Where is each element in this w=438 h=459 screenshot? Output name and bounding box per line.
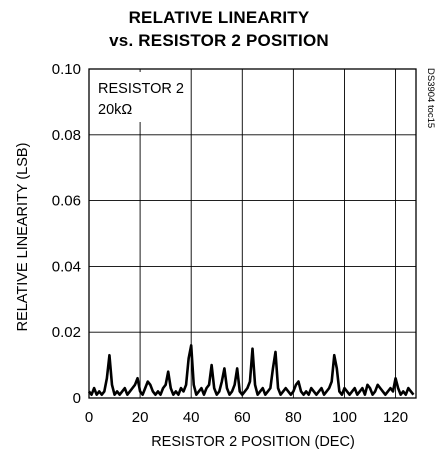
y-tick-label: 0.04: [52, 258, 81, 275]
document-code: DS3904 toc15: [425, 68, 436, 128]
grid-lines: [89, 69, 416, 398]
x-axis-label: RESISTOR 2 POSITION (DEC): [151, 434, 355, 450]
annotation-value: 20kΩ: [98, 102, 132, 118]
plot-frame: [88, 68, 417, 399]
y-tick-labels: 0 0.02 0.04 0.06 0.08 0.10: [52, 61, 81, 407]
y-tick-label: 0.10: [52, 61, 81, 78]
x-tick-label: 0: [85, 409, 93, 426]
y-tick-label: 0.02: [52, 324, 81, 341]
series-line: [87, 344, 415, 397]
x-tick-label: 40: [183, 409, 200, 426]
chart-title-line1: RELATIVE LINEARITY: [128, 8, 310, 27]
y-axis-label: RELATIVE LINEARITY (LSB): [15, 143, 31, 332]
x-tick-labels: 0 20 40 60 80 100 120: [85, 409, 408, 426]
x-tick-label: 20: [132, 409, 149, 426]
annotation-resistor: RESISTOR 2: [98, 81, 184, 97]
x-tick-label: 100: [332, 409, 357, 426]
y-tick-label: 0.08: [52, 127, 81, 144]
x-tick-label: 120: [383, 409, 408, 426]
x-tick-label: 80: [285, 409, 302, 426]
y-tick-label: 0: [73, 390, 81, 407]
y-tick-label: 0.06: [52, 193, 81, 210]
annotation-background: [93, 72, 188, 122]
chart-title-line2: vs. RESISTOR 2 POSITION: [109, 31, 329, 50]
x-tick-label: 60: [234, 409, 251, 426]
